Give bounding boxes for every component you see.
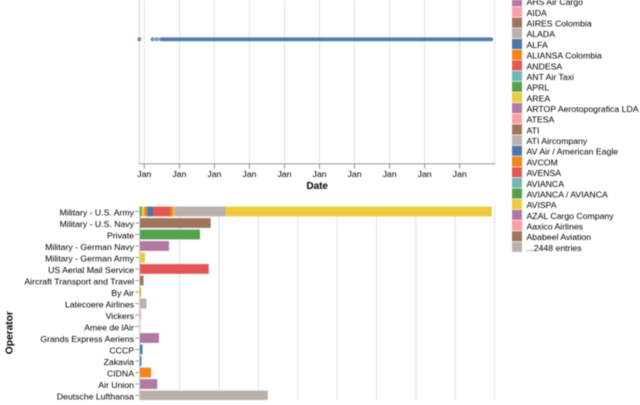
- svg-text:Ababeel Aviation: Ababeel Aviation: [527, 232, 592, 242]
- svg-text:...2448 entries: ...2448 entries: [527, 243, 583, 253]
- svg-text:Air Union: Air Union: [98, 380, 134, 390]
- svg-text:Zakavia: Zakavia: [104, 357, 135, 367]
- svg-text:AVIANCA / AVIANCA: AVIANCA / AVIANCA: [527, 189, 608, 199]
- svg-text:AVCOM: AVCOM: [527, 157, 558, 167]
- svg-text:Jan: Jan: [137, 169, 151, 179]
- svg-text:ANDESA: ANDESA: [527, 61, 563, 71]
- svg-text:ATESA: ATESA: [527, 115, 555, 125]
- svg-text:Jan: Jan: [312, 169, 326, 179]
- svg-text:Grands Express Aeriens: Grands Express Aeriens: [40, 334, 134, 344]
- svg-text:Jan: Jan: [242, 169, 256, 179]
- svg-text:CIDNA: CIDNA: [107, 368, 134, 378]
- svg-text:AV Air / American Eagle: AV Air / American Eagle: [527, 147, 619, 157]
- svg-text:AVIANCA: AVIANCA: [527, 179, 565, 189]
- svg-text:US Aerial Mail Service: US Aerial Mail Service: [48, 265, 134, 275]
- svg-text:CCCP: CCCP: [109, 345, 134, 355]
- svg-text:Private: Private: [107, 230, 134, 240]
- svg-text:Deutsche Lufthansa: Deutsche Lufthansa: [57, 391, 134, 400]
- svg-text:AREA: AREA: [527, 93, 551, 103]
- svg-text:AZAL Cargo Company: AZAL Cargo Company: [527, 211, 615, 221]
- svg-text:APRL: APRL: [527, 83, 550, 93]
- svg-text:Vickers: Vickers: [106, 311, 135, 321]
- svg-text:Jan: Jan: [207, 169, 221, 179]
- svg-text:Jan: Jan: [277, 169, 291, 179]
- svg-text:ALFA: ALFA: [527, 40, 548, 50]
- svg-text:Date: Date: [306, 181, 328, 192]
- svg-text:By Air: By Air: [111, 288, 134, 298]
- svg-text:Military - U.S. Navy: Military - U.S. Navy: [60, 219, 135, 229]
- svg-text:ANT Air Taxi: ANT Air Taxi: [527, 72, 575, 82]
- svg-text:ALADA: ALADA: [527, 29, 556, 39]
- svg-text:ATI Aircompany: ATI Aircompany: [527, 136, 588, 146]
- svg-text:Latecoere Airlines: Latecoere Airlines: [65, 299, 135, 309]
- svg-text:AIRES Colombia: AIRES Colombia: [527, 19, 592, 29]
- svg-text:AHS Air Cargo: AHS Air Cargo: [527, 0, 584, 7]
- svg-text:Operator: Operator: [5, 311, 16, 354]
- svg-text:Jan: Jan: [172, 169, 186, 179]
- svg-text:Military - German Army: Military - German Army: [45, 253, 134, 263]
- svg-text:Aaxico Airlines: Aaxico Airlines: [527, 221, 584, 231]
- svg-text:Military - German Navy: Military - German Navy: [45, 242, 134, 252]
- svg-text:Amee de lAir: Amee de lAir: [84, 322, 134, 332]
- svg-text:Aircraft Transport and Travel: Aircraft Transport and Travel: [24, 276, 134, 286]
- svg-text:ARTOP Aerotopografica LDA: ARTOP Aerotopografica LDA: [527, 104, 639, 114]
- svg-text:Jan: Jan: [383, 169, 397, 179]
- svg-text:Jan: Jan: [453, 169, 467, 179]
- svg-text:Military - U.S. Army: Military - U.S. Army: [60, 207, 135, 217]
- svg-text:AIDA: AIDA: [527, 8, 547, 18]
- svg-text:Jan: Jan: [348, 169, 362, 179]
- svg-text:AVENSA: AVENSA: [527, 168, 562, 178]
- svg-text:ALIANSA Colombia: ALIANSA Colombia: [527, 51, 602, 61]
- svg-text:Jan: Jan: [418, 169, 432, 179]
- svg-text:AVISPA: AVISPA: [527, 200, 557, 210]
- svg-text:ATI: ATI: [527, 125, 540, 135]
